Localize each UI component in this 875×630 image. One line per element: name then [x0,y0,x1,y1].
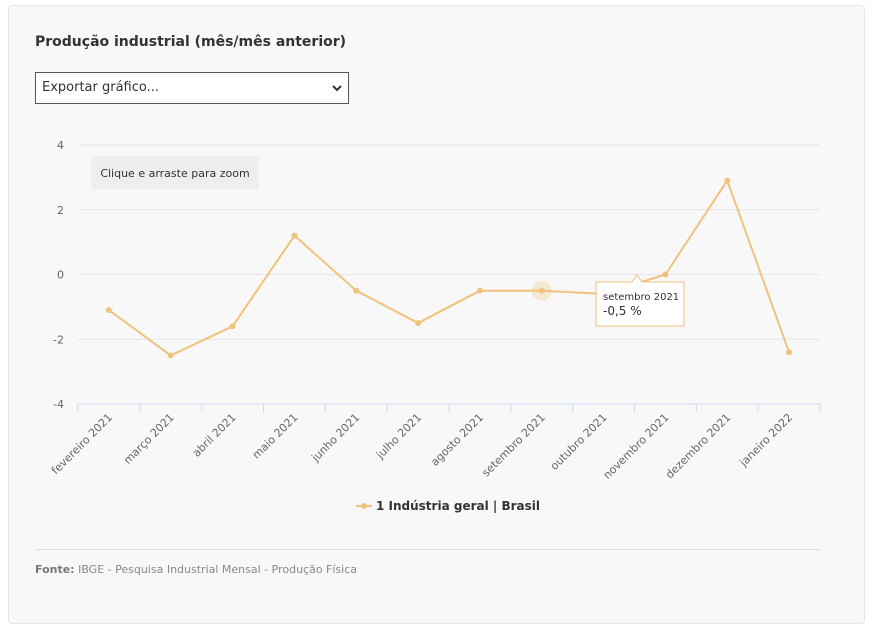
chevron-down-icon [332,85,342,92]
y-tick-label: -2 [53,333,64,346]
x-tick-label: janeiro 2022 [736,411,795,470]
x-tick-label: outubro 2021 [548,411,610,473]
chart-title: Produção industrial (mês/mês anterior) [35,34,347,50]
tooltip-date: setembro 2021 [603,292,679,303]
data-point [291,232,298,239]
y-tick-label: -4 [53,398,64,411]
data-point [353,287,360,294]
data-point [229,323,236,330]
zoom-hint-box [91,156,259,189]
x-tick-label: dezembro 2021 [663,411,733,481]
legend-point-marker [361,503,367,509]
source-divider [35,549,821,550]
x-tick-label: agosto 2021 [428,411,486,469]
data-point [786,349,793,356]
source-text: IBGE - Pesquisa Industrial Mensal - Prod… [74,563,358,576]
x-tick-label: setembro 2021 [479,411,547,479]
data-point [167,352,174,359]
x-tick-label: junho 2021 [308,411,362,465]
data-point [105,307,112,314]
x-tick-label: julho 2021 [373,411,424,462]
x-tick-label: março 2021 [121,411,177,467]
data-point [662,271,669,278]
data-point [724,177,731,184]
x-tick-label: novembro 2021 [601,411,672,482]
source-note: Fonte: IBGE - Pesquisa Industrial Mensal… [35,563,357,576]
export-chart-select[interactable]: Exportar gráfico... [35,72,349,104]
legend-label: 1 Indústria geral | Brasil [376,499,540,513]
tooltip-value: -0,5 % [603,304,642,318]
source-label: Fonte: [35,563,75,576]
y-tick-label: 2 [57,204,64,217]
x-tick-label: abril 2021 [190,411,239,460]
export-select-label: Exportar gráfico... [42,80,160,95]
data-point [415,320,422,327]
zoom-hint-text: Clique e arraste para zoom [100,167,249,180]
tooltip-box [595,274,685,327]
y-tick-label: 0 [57,269,64,282]
x-tick-label: maio 2021 [250,411,301,462]
data-point [476,287,483,294]
y-tick-label: 4 [57,139,64,152]
data-point [538,287,545,294]
series-line [108,179,791,357]
x-tick-label: fevereiro 2021 [49,411,115,477]
